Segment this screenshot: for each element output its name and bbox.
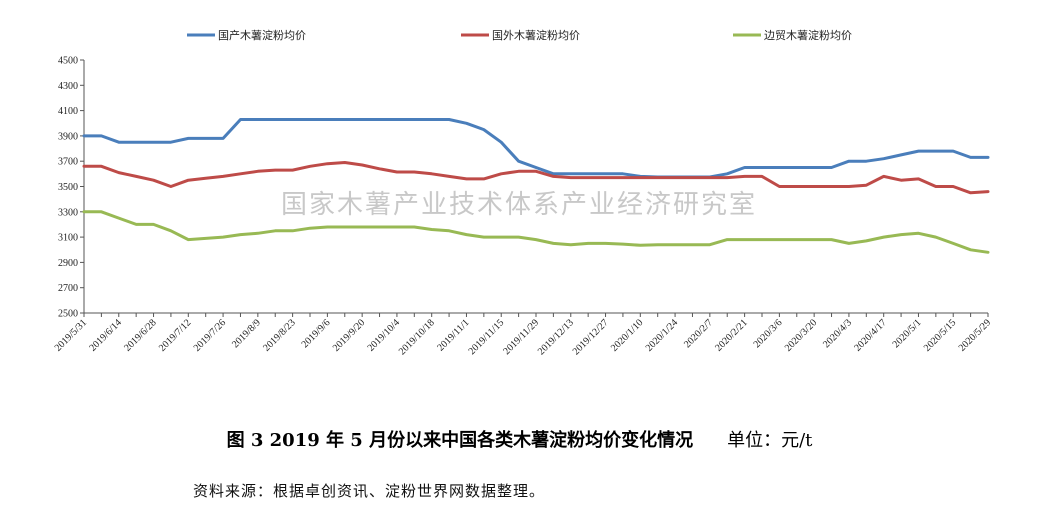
x-tick-label: 2020/5/1 [891, 317, 924, 350]
x-tick-label: 2020/4/3 [821, 317, 854, 350]
x-tick-label: 2020/3/20 [783, 317, 819, 353]
watermark: 国家木薯产业技术体系产业经济研究室 [281, 190, 757, 220]
y-tick-label: 4300 [58, 81, 78, 92]
x-tick-label: 2019/8/9 [230, 317, 263, 350]
series-lines [82, 118, 990, 254]
x-tick-label: 2019/12/13 [536, 317, 576, 357]
caption-title: 图 3 2019 年 5 月份以来中国各类木薯淀粉均价变化情况 [226, 430, 694, 451]
caption-unit: 单位：元/t [727, 430, 813, 451]
price-line-chart: 国产木薯淀粉均价 国外木薯淀粉均价 边贸木薯淀粉均价 国家木薯产业技术体系产业经济研… [53, 28, 993, 357]
y-tick-label: 2700 [58, 283, 78, 294]
x-tick-label: 2019/8/23 [261, 317, 297, 353]
x-tick-label: 2020/2/7 [682, 317, 715, 350]
x-tick-label: 2020/2/21 [713, 317, 749, 353]
y-tick-label: 2500 [58, 309, 78, 320]
x-tick-label: 2020/5/15 [922, 317, 958, 353]
x-tick-label: 2019/7/12 [157, 317, 193, 353]
y-tick-label: 3300 [58, 207, 78, 218]
series-line-3 [82, 210, 990, 254]
series-line-1 [82, 118, 990, 179]
x-tick-label: 2019/11/29 [501, 317, 541, 357]
x-tick-label: 2019/9/20 [331, 317, 367, 353]
x-tick-label: 2019/11/15 [467, 317, 507, 357]
figure-caption: 图 3 2019 年 5 月份以来中国各类木薯淀粉均价变化情况 单位：元/t [0, 426, 1039, 452]
y-tick-label: 4100 [58, 106, 78, 117]
x-tick-label: 2019/6/28 [122, 317, 158, 353]
x-tick-label: 2020/4/17 [852, 317, 888, 353]
y-tick-label: 3900 [58, 131, 78, 142]
x-tick-label: 2020/1/10 [609, 317, 645, 353]
y-axis: 2500 2700 2900 3100 3300 3500 3700 3900 4100 4300… [58, 56, 85, 320]
y-tick-label: 3700 [58, 157, 78, 168]
chart-legend: 国产木薯淀粉均价 国外木薯淀粉均价 边贸木薯淀粉均价 [187, 28, 852, 42]
x-tick-label: 2019/10/18 [397, 317, 437, 357]
y-tick-label: 3100 [58, 233, 78, 244]
x-tick-label: 2019/12/27 [571, 317, 611, 357]
x-tick-label: 2020/1/24 [644, 317, 680, 353]
legend-label-3: 边贸木薯淀粉均价 [764, 28, 852, 42]
x-axis: 2019/5/312019/6/142019/6/282019/7/122019… [53, 312, 993, 357]
y-tick-label: 3500 [58, 182, 78, 193]
x-tick-label: 2019/5/31 [53, 317, 89, 353]
x-tick-label: 2020/5/29 [957, 317, 993, 353]
y-tick-label: 4500 [58, 56, 78, 67]
legend-label-1: 国产木薯淀粉均价 [218, 28, 306, 42]
legend-label-2: 国外木薯淀粉均价 [492, 28, 580, 42]
series-line-2 [82, 161, 990, 195]
data-source-note: 资料来源：根据卓创资讯、淀粉世界网数据整理。 [193, 482, 546, 500]
x-tick-label: 2019/11/1 [435, 317, 471, 353]
y-tick-label: 2900 [58, 258, 78, 269]
x-tick-label: 2020/3/6 [752, 317, 785, 350]
x-tick-label: 2019/7/26 [192, 317, 228, 353]
x-tick-label: 2019/9/6 [300, 317, 333, 350]
x-tick-label: 2019/6/14 [87, 317, 123, 353]
x-tick-label: 2019/10/4 [366, 317, 402, 353]
